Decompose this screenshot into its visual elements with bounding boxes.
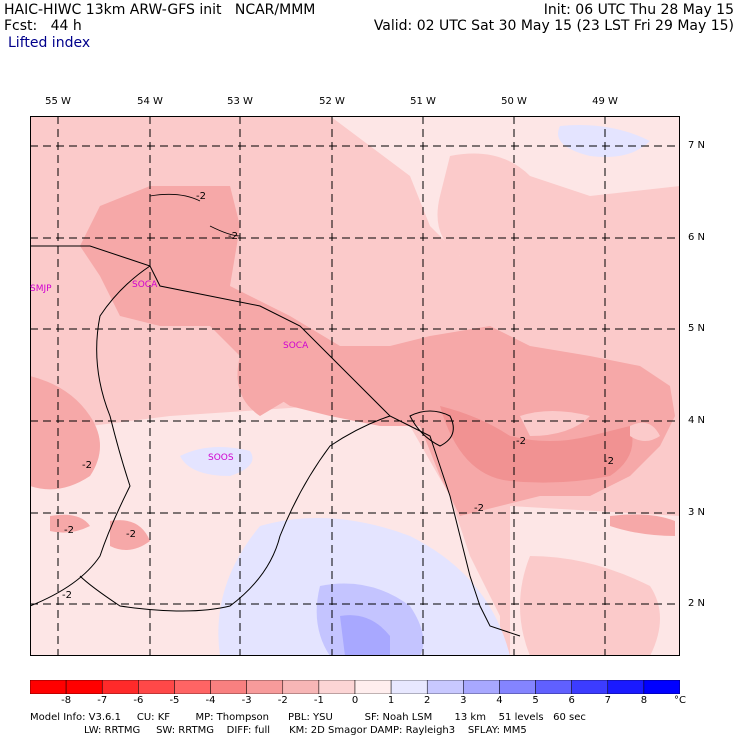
pale-hole-1 — [520, 411, 590, 436]
lightblue-patch-ne — [558, 125, 650, 157]
contour-label: -2 — [126, 529, 136, 540]
contour-label: -2 — [604, 456, 614, 467]
contour-line — [209, 225, 241, 237]
field-name: Lifted index — [8, 35, 91, 51]
border-central — [79, 415, 391, 612]
valid-time: Valid: 02 UTC Sat 30 May 15 (23 LST Fri … — [373, 18, 734, 34]
model-info-line1: Model Info: V3.6.1 CU: KF MP: Thompson P… — [30, 712, 586, 723]
colorbar-segment — [390, 680, 428, 694]
colorbar-unit: °C — [674, 695, 686, 706]
pink-patch-se — [520, 556, 660, 656]
lon-label: 54 W — [137, 96, 163, 107]
lon-label: 52 W — [319, 96, 345, 107]
graticule — [30, 116, 680, 656]
contour-label: -2 — [516, 436, 526, 447]
lat-label: 7 N — [688, 140, 706, 151]
colorbar-tick-label: 2 — [424, 695, 431, 706]
border-west — [30, 265, 151, 607]
colorbar-segment — [643, 680, 680, 694]
pink-patch-sw1 — [50, 514, 90, 533]
forecast-hour: Fcst: 44 h — [4, 18, 82, 34]
pale-hole-2 — [630, 422, 660, 441]
station-label: SOCA — [132, 280, 158, 290]
colorbar-segment — [426, 680, 464, 694]
colorbar-segment — [30, 680, 67, 694]
colorbar-tick-label: 5 — [532, 695, 539, 706]
contour-label: -2 — [196, 191, 206, 202]
lon-label: 51 W — [410, 96, 436, 107]
lat-label: 5 N — [688, 323, 706, 334]
blue-core — [340, 615, 390, 656]
station-label: SMJP — [30, 284, 52, 294]
lifted-index-map — [30, 116, 680, 656]
colorbar-segment — [65, 680, 103, 694]
colorbar-tick-label: -5 — [169, 695, 180, 706]
pink-patch-north — [437, 153, 538, 260]
colorbar-segment — [607, 680, 645, 694]
lightblue-patch-soos — [180, 447, 253, 476]
colorbar-segment — [499, 680, 536, 694]
colorbar-tick-label: -2 — [277, 695, 288, 706]
colorbar-tick-label: 4 — [496, 695, 503, 706]
colorbar-tick-label: 8 — [640, 695, 648, 706]
colorbar-tick-label: -7 — [97, 695, 108, 706]
model-info-line2: LW: RRTMG SW: RRTMG DIFF: full KM: 2D Sm… — [30, 725, 527, 736]
contour-label: -2 — [474, 503, 484, 514]
colorbar-tick-label: -4 — [205, 695, 216, 706]
deeper-pink-region — [440, 406, 633, 483]
colorbar-segment — [174, 680, 211, 694]
lat-label: 2 N — [688, 598, 706, 609]
lon-label: 49 W — [592, 96, 618, 107]
pink-region-main — [80, 186, 675, 516]
pink-patch-sw2 — [110, 520, 150, 550]
contour-line — [149, 193, 201, 202]
pink-lobe — [237, 356, 310, 416]
colorbar-segment — [246, 680, 284, 694]
colorbar-segment — [463, 680, 500, 694]
colorbar-tick-label: 6 — [568, 695, 575, 706]
colorbar-segment — [101, 680, 139, 694]
colorbar-tick-label: 0 — [351, 695, 359, 706]
init-time: Init: 06 UTC Thu 28 May 15 — [543, 2, 734, 18]
colorbar-segment — [571, 680, 609, 694]
colorbar-segment — [210, 680, 247, 694]
model-title: HAIC-HIWC 13km ARW-GFS init NCAR/MMM — [4, 2, 316, 18]
colorbar-segment — [535, 680, 572, 694]
station-label: SOCA — [283, 341, 309, 351]
pink-patch-e — [610, 514, 675, 536]
station-label: SOOS — [208, 453, 234, 463]
colorbar-tick-label: -1 — [313, 695, 324, 706]
pink-region-west — [30, 376, 100, 490]
colorbar-segment — [354, 680, 392, 694]
colorbar-tick-label: 7 — [604, 695, 611, 706]
colorbar-segment — [138, 680, 175, 694]
colorbar-tick-label: -6 — [133, 695, 144, 706]
contour-label: -2 — [64, 525, 74, 536]
colorbar-tick-label: 3 — [460, 695, 467, 706]
lon-label: 50 W — [501, 96, 527, 107]
lon-label: 55 W — [45, 96, 71, 107]
contour-label: -2 — [228, 231, 238, 242]
lat-label: 4 N — [688, 415, 706, 426]
map-frame — [30, 116, 680, 656]
colorbar — [30, 680, 680, 694]
contour-label: -2 — [62, 590, 72, 601]
contour-label: -2 — [82, 460, 92, 471]
colorbar-tick-label: 1 — [387, 695, 395, 706]
colorbar-segment — [282, 680, 320, 694]
colorbar-tick-label: -3 — [241, 695, 252, 706]
lat-label: 3 N — [688, 507, 706, 518]
colorbar-tick-label: -8 — [61, 695, 72, 706]
lat-label: 6 N — [688, 232, 706, 243]
lon-label: 53 W — [227, 96, 253, 107]
colorbar-segment — [318, 680, 356, 694]
